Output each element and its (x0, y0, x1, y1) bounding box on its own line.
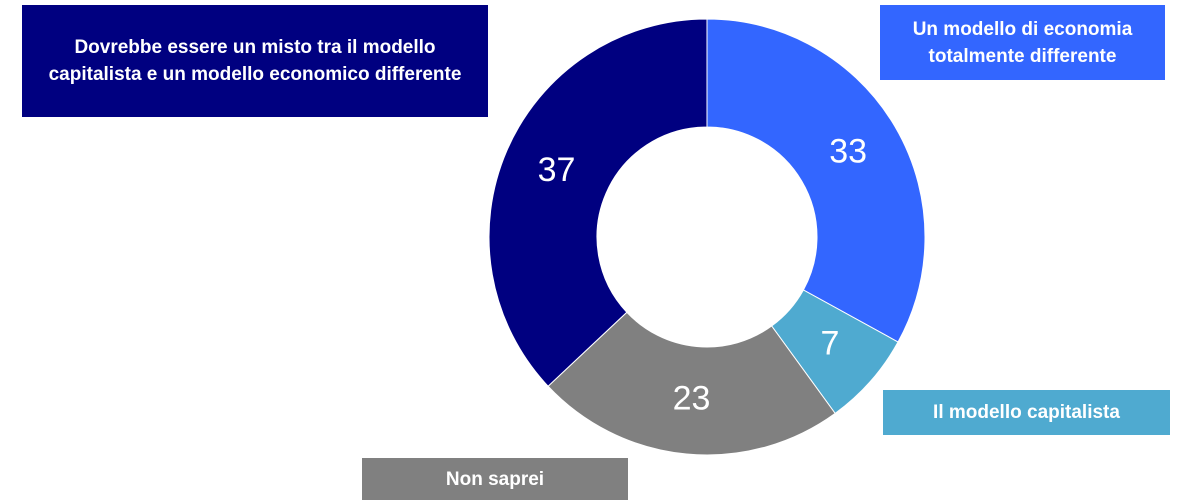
donut-slice (488, 18, 708, 387)
category-label: Non saprei (362, 458, 628, 500)
value-label: 33 (829, 133, 867, 171)
category-label: Dovrebbe essere un misto tra il modello … (22, 5, 488, 117)
value-label: 7 (821, 324, 840, 362)
donut-slice (547, 311, 836, 456)
category-label: Un modello di economia totalmente differ… (880, 5, 1165, 80)
value-label: 23 (673, 379, 711, 417)
value-label: 37 (538, 151, 576, 189)
donut-slice (706, 18, 926, 343)
category-label: Il modello capitalista (883, 390, 1170, 435)
